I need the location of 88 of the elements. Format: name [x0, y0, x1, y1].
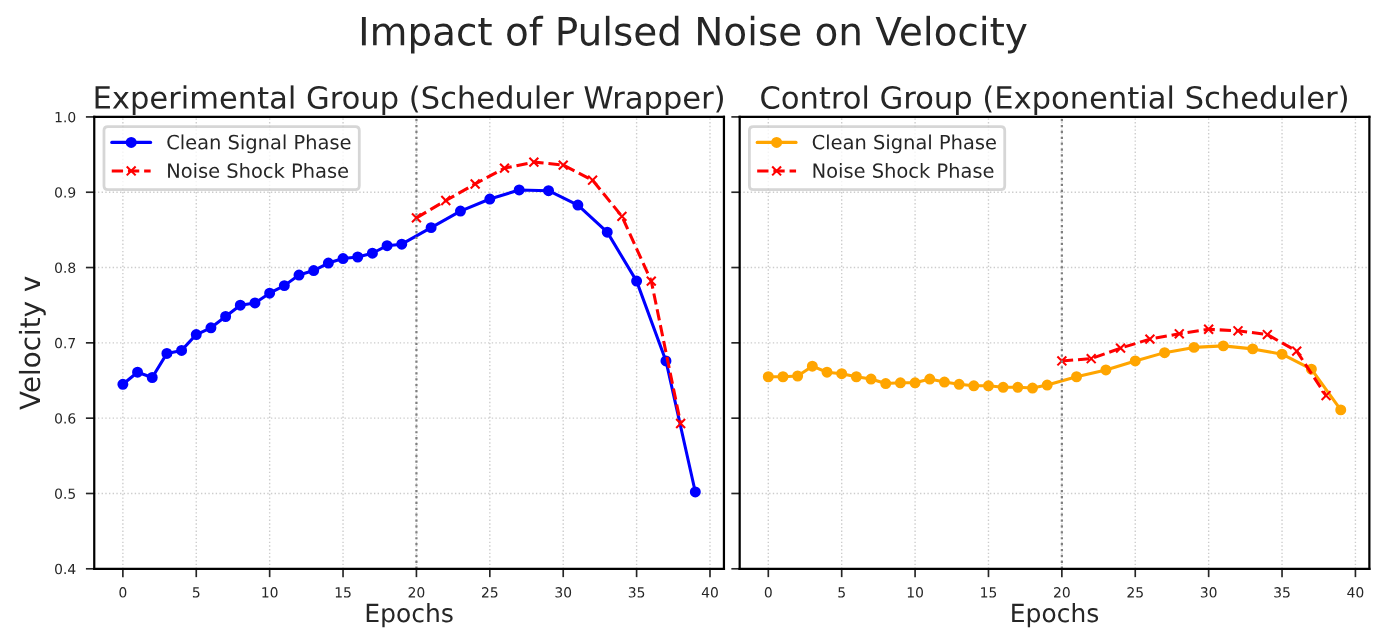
- point: [176, 344, 188, 356]
- point: [132, 366, 144, 378]
- point: [220, 311, 232, 322]
- legend-label: Clean Signal Phase: [812, 134, 996, 154]
- point: [146, 372, 158, 383]
- point: [249, 297, 261, 309]
- point: [278, 280, 290, 292]
- point: [1188, 341, 1200, 353]
- point: [1247, 343, 1259, 355]
- point: [572, 199, 584, 211]
- point: [938, 376, 950, 388]
- point: [1276, 348, 1288, 360]
- point: [234, 299, 246, 311]
- point: [1071, 371, 1083, 383]
- point: [499, 162, 510, 174]
- point: [616, 210, 628, 222]
- point: [1027, 382, 1038, 394]
- point: [1320, 390, 1332, 402]
- point: [308, 265, 320, 277]
- point: [1261, 329, 1273, 341]
- point: [264, 287, 276, 299]
- point: [865, 373, 877, 385]
- point: [909, 377, 921, 389]
- point: [762, 371, 774, 383]
- point: [293, 269, 305, 281]
- point: [396, 238, 408, 250]
- point: [322, 257, 334, 269]
- point: [587, 174, 599, 186]
- point: [924, 373, 936, 385]
- point: [484, 193, 496, 205]
- point: [806, 360, 818, 372]
- point: [645, 275, 657, 287]
- point: [1291, 345, 1303, 357]
- point: [1129, 355, 1141, 367]
- point: [117, 378, 129, 390]
- point: [675, 417, 687, 429]
- point: [352, 251, 364, 263]
- point: [601, 226, 613, 238]
- x-axis-title: Epochs: [1012, 603, 1099, 628]
- point: [1232, 325, 1244, 337]
- legend-label: Noise Shock Phase: [813, 162, 994, 179]
- point: [161, 347, 173, 359]
- point: [205, 322, 217, 334]
- point: [528, 156, 540, 168]
- point: [1041, 379, 1053, 391]
- point: [513, 184, 525, 196]
- point: [997, 381, 1009, 393]
- point: [469, 178, 481, 190]
- point: [543, 185, 555, 197]
- point: [1056, 355, 1068, 367]
- point: [821, 366, 833, 378]
- y-axis-title: Velocity v: [18, 276, 46, 410]
- point: [1159, 347, 1171, 359]
- point: [953, 378, 965, 390]
- point: [425, 222, 437, 234]
- legend-label: Noise Shock Phase: [168, 162, 349, 179]
- point: [777, 371, 789, 383]
- point: [557, 159, 569, 171]
- point: [792, 370, 804, 382]
- point: [894, 377, 906, 389]
- point: [1115, 342, 1127, 354]
- point: [1085, 353, 1097, 365]
- x-axis-title: Epochs: [366, 603, 453, 628]
- point: [381, 240, 393, 252]
- point: [1335, 404, 1347, 416]
- point: [337, 253, 349, 264]
- point: [880, 378, 892, 390]
- point: [410, 212, 422, 224]
- point: [982, 380, 994, 392]
- point: [1217, 340, 1229, 352]
- point: [190, 329, 202, 341]
- point: [440, 195, 452, 206]
- point: [631, 275, 643, 287]
- point: [1203, 323, 1215, 335]
- point: [968, 380, 980, 392]
- point: [689, 486, 701, 498]
- point: [836, 368, 848, 380]
- point: [1144, 333, 1156, 345]
- point: [1100, 364, 1112, 376]
- point: [366, 247, 378, 259]
- chart-title: Control Group (Exponential Scheduler): [761, 85, 1347, 115]
- chart-title: Experimental Group (Scheduler Wrapper): [95, 85, 723, 115]
- point: [1012, 381, 1024, 393]
- text: Impact of Pulsed Noise on Velocity: [361, 15, 1027, 54]
- point: [454, 205, 466, 217]
- point: [1173, 328, 1185, 340]
- legend-label: Clean Signal Phase: [167, 134, 351, 154]
- point: [850, 371, 862, 383]
